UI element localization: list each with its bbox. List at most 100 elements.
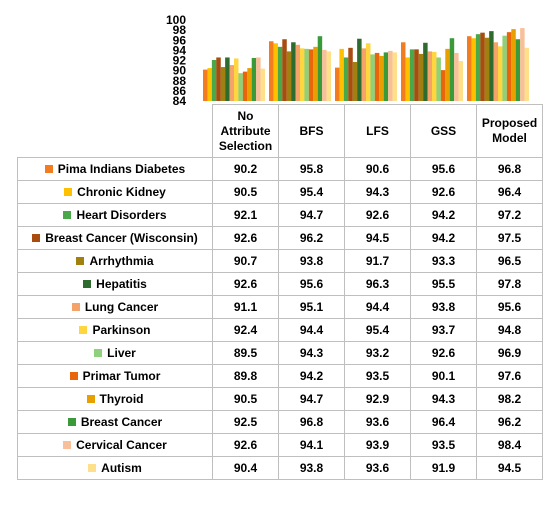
data-label: 90.5: [212, 180, 279, 204]
bar: [326, 51, 332, 101]
column-header: Proposed Model: [476, 104, 543, 158]
data-label: 93.9: [344, 433, 411, 457]
bar: [458, 61, 464, 101]
table-row: Thyroid 90.5 94.7 92.9 94.3 98.2: [17, 387, 543, 411]
bar: [489, 31, 494, 101]
data-label: 89.8: [212, 364, 279, 388]
bar: [511, 29, 516, 101]
bar: [374, 52, 380, 101]
legend-swatch: [71, 303, 80, 311]
bar: [498, 46, 503, 101]
legend-entry: Lung Cancer: [17, 295, 213, 319]
data-label: 91.1: [212, 295, 279, 319]
table-header-row: No Attribute Selection BFS LFS GSS Proposed …: [17, 104, 543, 158]
table-row: Lung Cancer 91.1 95.1 94.4 93.8 95.6: [17, 295, 543, 319]
data-label: 94.3: [278, 341, 345, 365]
bar: [388, 50, 393, 101]
y-tick-label: 94: [173, 43, 187, 57]
table-row: Breast Cancer (Wisconsin) 92.6 96.2 94.5 94.…: [17, 226, 543, 250]
series-name: Pima Indians Diabetes: [57, 162, 186, 176]
data-label: 90.1: [410, 364, 477, 388]
legend-entry: Thyroid: [17, 387, 213, 411]
column-header: GSS: [410, 104, 477, 158]
data-label: 92.6: [212, 433, 279, 457]
data-label: 92.6: [212, 272, 279, 296]
bar: [304, 48, 309, 101]
legend-swatch: [64, 188, 73, 196]
data-label: 95.5: [410, 272, 477, 296]
bar: [445, 48, 450, 101]
table-row: Breast Cancer 92.5 96.8 93.6 96.4 96.2: [17, 410, 543, 434]
series-name: Autism: [101, 461, 142, 475]
legend-entry: Liver: [17, 341, 213, 365]
data-label: 96.4: [476, 180, 543, 204]
bar: [401, 42, 406, 101]
bar: [291, 42, 296, 101]
bar: [405, 57, 410, 101]
data-label: 97.6: [476, 364, 543, 388]
data-label: 96.9: [476, 341, 543, 365]
data-label: 92.4: [212, 318, 279, 342]
data-label: 93.6: [344, 456, 411, 480]
data-label: 93.5: [344, 364, 411, 388]
y-tick-label: 88: [173, 74, 187, 88]
data-label: 94.4: [278, 318, 345, 342]
data-label: 97.5: [476, 226, 543, 250]
bar: [427, 51, 433, 101]
bar: [357, 38, 362, 101]
bar: [383, 52, 389, 101]
data-label: 94.5: [344, 226, 411, 250]
table-row: Primar Tumor 89.8 94.2 93.5 90.1 97.6: [17, 364, 543, 388]
bar: [352, 62, 358, 101]
legend-entry: Heart Disorders: [17, 203, 213, 227]
series-name: Lung Cancer: [84, 300, 159, 314]
data-label: 90.2: [212, 157, 279, 181]
bar: [520, 28, 525, 102]
data-label: 91.7: [344, 249, 411, 273]
data-label: 96.2: [278, 226, 345, 250]
data-label: 94.5: [476, 456, 543, 480]
bar: [295, 44, 301, 101]
column-header: No Attribute Selection: [212, 104, 279, 158]
bar: [277, 46, 283, 101]
bar: [260, 68, 266, 101]
bar: [211, 59, 217, 101]
legend-swatch: [67, 418, 76, 426]
bar: [379, 55, 384, 101]
bar: [238, 73, 243, 101]
data-label: 94.2: [278, 364, 345, 388]
bar: [216, 57, 221, 101]
y-tick-label: 98: [173, 23, 187, 37]
series-name: Thyroid: [99, 392, 144, 406]
data-label: 94.3: [410, 387, 477, 411]
data-label: 90.4: [212, 456, 279, 480]
bar: [493, 42, 499, 101]
legend-swatch: [63, 211, 72, 219]
data-table: No Attribute Selection BFS LFS GSS Proposed …: [17, 104, 543, 480]
data-label: 95.6: [476, 295, 543, 319]
legend-swatch: [44, 165, 53, 173]
table-row: Heart Disorders 92.1 94.7 92.6 94.2 97.2: [17, 203, 543, 227]
data-label: 97.8: [476, 272, 543, 296]
data-label: 90.6: [344, 157, 411, 181]
legend-entry: Autism: [17, 456, 213, 480]
table-row: Pima Indians Diabetes 90.2 95.8 90.6 95.6 96.…: [17, 157, 543, 181]
bar: [484, 37, 490, 101]
data-label: 96.5: [476, 249, 543, 273]
table-row: Parkinson 92.4 94.4 95.4 93.7 94.8: [17, 318, 543, 342]
bar: [286, 51, 292, 101]
series-name: Arrhythmia: [89, 254, 154, 268]
data-label: 93.3: [410, 249, 477, 273]
data-label: 96.3: [344, 272, 411, 296]
bar: [300, 48, 305, 101]
legend-swatch: [79, 326, 88, 334]
bar: [370, 54, 375, 101]
table-row: Liver 89.5 94.3 93.2 92.6 96.9: [17, 341, 543, 365]
data-label: 94.4: [344, 295, 411, 319]
series-name: Chronic Kidney: [77, 185, 166, 199]
bar: [234, 58, 239, 101]
data-label: 95.8: [278, 157, 345, 181]
legend-entry: Breast Cancer: [17, 410, 213, 434]
